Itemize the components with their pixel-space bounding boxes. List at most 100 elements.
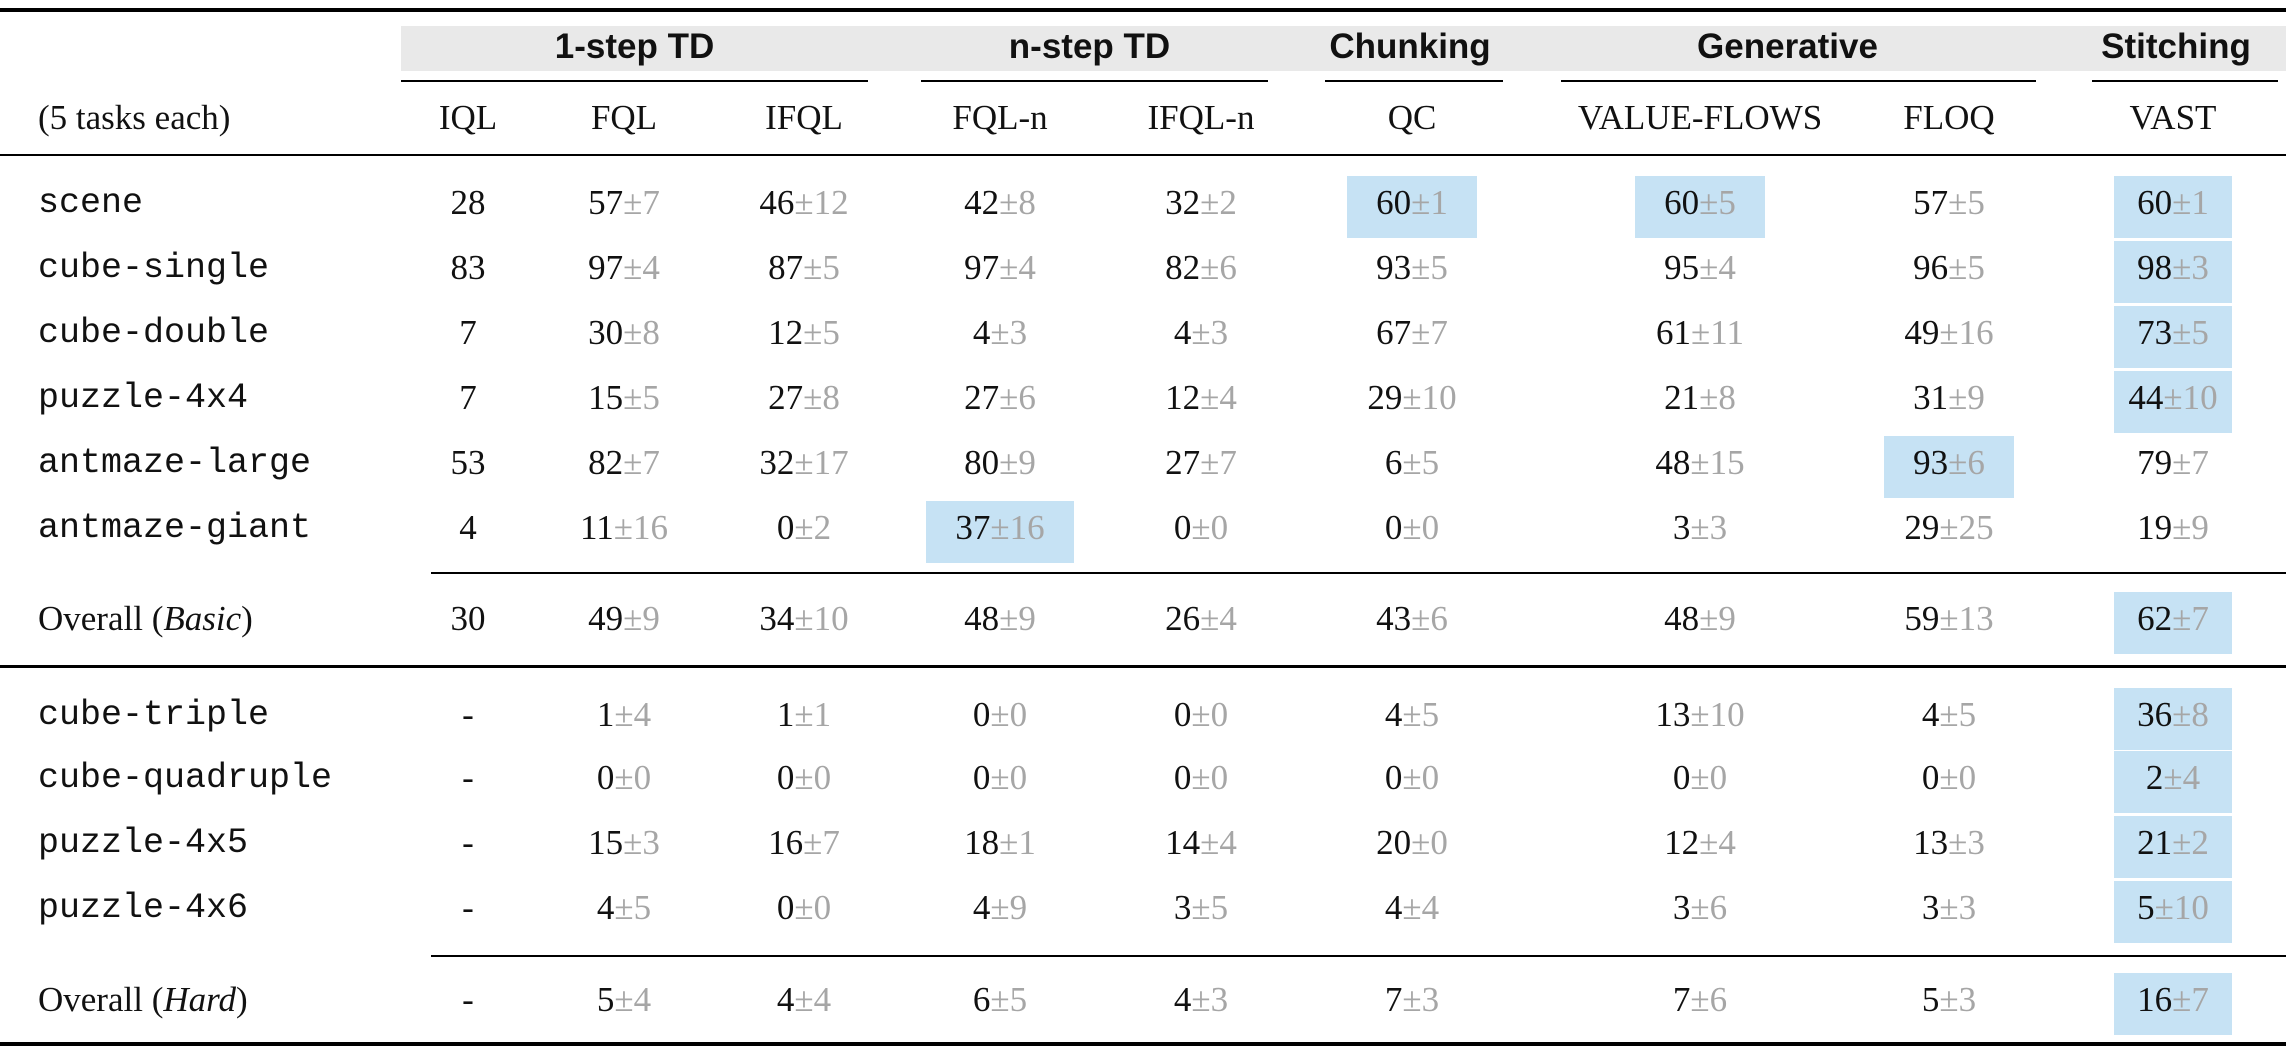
result-cell: 6±5: [1302, 438, 1522, 488]
group-bar-stitching: [2066, 26, 2286, 71]
group-rule-nstep: [921, 80, 1268, 82]
result-mean: -: [462, 823, 474, 862]
plus-minus-sign: ±: [1939, 758, 1959, 797]
result-mean: 5: [2137, 888, 2155, 927]
result-mean: 18: [964, 823, 1000, 862]
plus-minus-sign: ±: [1402, 695, 1422, 734]
result-cell: 27±8: [694, 373, 914, 423]
plus-minus-sign: ±: [1948, 823, 1968, 862]
result-mean: 31: [1913, 378, 1949, 417]
plus-minus-sign: ±: [1690, 980, 1710, 1019]
result-std: 1: [813, 695, 832, 734]
plus-minus-sign: ±: [613, 508, 633, 547]
best-result-highlight: [2114, 751, 2232, 813]
result-mean: 57: [588, 183, 624, 222]
plus-minus-sign: ±: [2172, 183, 2192, 222]
result-std: 3: [642, 823, 660, 862]
result-cell: 16±7: [2063, 975, 2283, 1025]
result-std: 5: [1967, 248, 1985, 287]
result-std: 4: [1718, 248, 1736, 287]
result-std: 10: [2182, 378, 2218, 417]
result-mean: 32: [759, 443, 795, 482]
task-name: cube-double: [38, 313, 270, 353]
result-cell: 43±6: [1302, 594, 1522, 644]
result-cell: 13±3: [1839, 818, 2059, 868]
result-mean: -: [462, 980, 474, 1019]
result-std: 0: [1009, 695, 1028, 734]
header-rule: [0, 154, 2286, 156]
result-std: 0: [813, 888, 832, 927]
result-std: 8: [2191, 695, 2209, 734]
result-std: 5: [1430, 248, 1448, 287]
result-cell: 16±7: [694, 818, 914, 868]
result-mean: 27: [964, 378, 1000, 417]
plus-minus-sign: ±: [1200, 248, 1220, 287]
result-std: 1: [1018, 823, 1036, 862]
result-std: 9: [1009, 888, 1028, 927]
column-header-ifql-n: IFQL-n: [1147, 98, 1255, 137]
plus-minus-sign: ±: [1939, 313, 1959, 352]
plus-minus-sign: ±: [803, 313, 823, 352]
result-mean: 4: [1384, 695, 1403, 734]
result-mean: 4: [972, 313, 991, 352]
plus-minus-sign: ±: [803, 248, 823, 287]
result-mean: 95: [1664, 248, 1700, 287]
result-std: 10: [2173, 888, 2209, 927]
result-std: 6: [1709, 980, 1728, 1019]
bottom-rule: [0, 1042, 2286, 1046]
plus-minus-sign: ±: [1699, 599, 1719, 638]
plus-minus-sign: ±: [1948, 248, 1968, 287]
result-cell: 19±9: [2063, 503, 2283, 553]
result-std: 9: [1018, 599, 1036, 638]
best-result-highlight: [2114, 306, 2232, 368]
result-cell: 98±3: [2063, 243, 2283, 293]
result-cell: 48±15: [1590, 438, 1810, 488]
group-title-generative: Generative: [1697, 27, 1878, 66]
result-std: 5: [1421, 695, 1440, 734]
result-cell: 12±4: [1590, 818, 1810, 868]
task-name: antmaze-giant: [38, 508, 312, 548]
group-title-stitching: Stitching: [2101, 27, 2251, 66]
result-std: 0: [1709, 758, 1728, 797]
column-header-iql: IQL: [438, 98, 498, 137]
result-cell: 0±0: [694, 753, 914, 803]
result-mean: 48: [964, 599, 1000, 638]
result-cell: 5±10: [2063, 883, 2283, 933]
result-mean: 44: [2128, 378, 2164, 417]
plus-minus-sign: ±: [1200, 443, 1220, 482]
result-mean: 0: [972, 695, 991, 734]
plus-minus-sign: ±: [1402, 508, 1422, 547]
plus-minus-sign: ±: [1200, 378, 1220, 417]
result-std: 5: [2191, 313, 2209, 352]
result-mean: 0: [1173, 508, 1192, 547]
result-std: 15: [1709, 443, 1745, 482]
result-std: 6: [1709, 888, 1728, 927]
result-cell: 0±0: [1302, 503, 1522, 553]
result-cell: -: [358, 975, 578, 1025]
result-cell: 57±7: [514, 178, 734, 228]
task-name: scene: [38, 183, 144, 223]
result-cell: 49±16: [1839, 308, 2059, 358]
result-mean: 93: [1913, 443, 1949, 482]
result-cell: 80±9: [890, 438, 1110, 488]
plus-minus-sign: ±: [1699, 183, 1719, 222]
plus-minus-sign: ±: [623, 183, 643, 222]
result-cell: 87±5: [694, 243, 914, 293]
plus-minus-sign: ±: [999, 248, 1019, 287]
result-cell: 32±17: [694, 438, 914, 488]
plus-minus-sign: ±: [803, 378, 823, 417]
result-std: 5: [1958, 695, 1977, 734]
result-mean: 0: [1672, 758, 1691, 797]
result-mean: 59: [1904, 599, 1940, 638]
group-rule-chunking: [1325, 80, 1503, 82]
plus-minus-sign: ±: [1939, 508, 1959, 547]
group-rule-stitching: [2092, 80, 2278, 82]
result-std: 0: [1210, 758, 1229, 797]
result-mean: 13: [1655, 695, 1691, 734]
result-std: 5: [633, 888, 652, 927]
plus-minus-sign: ±: [990, 758, 1010, 797]
result-mean: 13: [1913, 823, 1949, 862]
result-mean: 83: [450, 248, 486, 287]
plus-minus-sign: ±: [1411, 599, 1431, 638]
plus-minus-sign: ±: [2172, 508, 2192, 547]
